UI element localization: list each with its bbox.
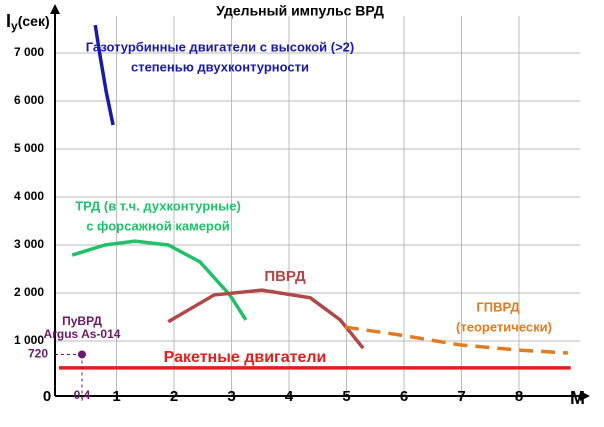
chart-title: Удельный импульс ВРД (216, 3, 384, 19)
x-tick-label: 4 (285, 388, 294, 405)
x-tick-label: 1 (112, 388, 120, 405)
series-label: степенью двухконтурности (131, 59, 309, 74)
point-x-label: 0,4 (74, 388, 91, 402)
y-tick-label: 5 000 (14, 141, 44, 155)
y-axis-title: Iy(сек) (6, 11, 50, 33)
y-tick-label: 7 000 (14, 45, 44, 59)
y-arrow (50, 4, 60, 14)
series-label: Газотурбинные двигатели с высокой (>2) (86, 39, 355, 54)
point (78, 350, 86, 359)
x-tick-label: 2 (170, 388, 178, 405)
y-tick-label: 6 000 (14, 93, 44, 107)
series-label: ТРД (в т.ч. духконтурные) (75, 198, 241, 213)
y-axis-suffix: (сек) (18, 13, 50, 29)
x-tick-label: 6 (400, 388, 408, 405)
y-tick-label: 3 000 (14, 237, 44, 251)
series-label: (теоретически) (456, 319, 552, 334)
series-line (93, 24, 115, 126)
x-tick-label: 7 (457, 388, 465, 405)
point-y-label: 720 (28, 347, 48, 361)
y-axis-main: I (6, 11, 11, 31)
point-label: Argus As-014 (44, 327, 121, 341)
y-tick-label: 2 000 (14, 285, 44, 299)
x-tick-label: 5 (342, 388, 350, 405)
y-axis-sub: y (11, 19, 18, 33)
series-label: с форсажной камерой (86, 218, 230, 233)
x-tick-label: 8 (515, 388, 523, 405)
y-tick-label: 1 000 (14, 333, 44, 347)
series-line (167, 288, 365, 350)
x-arrow (580, 391, 590, 401)
series-label: Ракетные двигатели (164, 349, 327, 366)
series-line (344, 325, 568, 355)
x-tick-label: 3 (227, 388, 235, 405)
series-label: ГПВРД (476, 299, 520, 314)
series-line (71, 239, 248, 321)
series-label: ПВРД (264, 268, 306, 285)
y-tick-label: 4 000 (14, 189, 44, 203)
x-tick-label: 0 (43, 388, 51, 405)
point-label: ПуВРД (62, 314, 102, 328)
